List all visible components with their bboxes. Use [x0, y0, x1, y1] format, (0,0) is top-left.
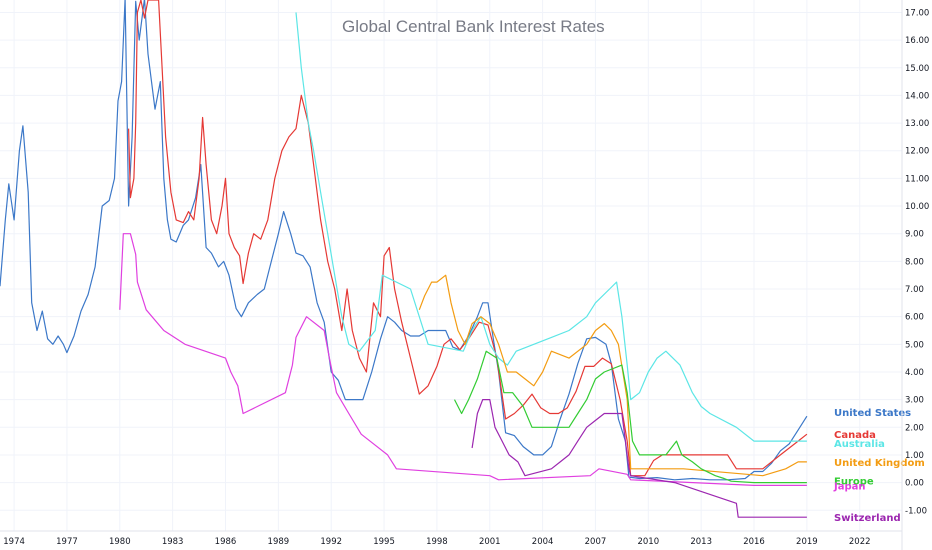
y-tick-label: 11.00	[905, 174, 929, 184]
x-tick-label: 1992	[320, 537, 342, 547]
series-line	[453, 350, 807, 484]
y-tick-label: 8.00	[905, 257, 924, 267]
x-tick-label: 2013	[690, 537, 712, 547]
y-tick-label: 0.00	[905, 479, 924, 489]
y-tick-label: 16.00	[905, 36, 929, 46]
x-tick-label: 2007	[585, 537, 607, 547]
x-tick-label: 2019	[796, 537, 818, 547]
x-tick-label: 2004	[532, 537, 554, 547]
x-tick-label: 1983	[162, 537, 184, 547]
chart-title: Global Central Bank Interest Rates	[342, 17, 605, 36]
series-label: Europe	[834, 477, 874, 488]
series-line	[128, 0, 808, 477]
y-tick-label: 4.00	[905, 368, 924, 378]
y-tick-label: 10.00	[905, 202, 929, 212]
x-tick-label: 2010	[637, 537, 659, 547]
y-tick-label: 13.00	[905, 119, 929, 129]
x-tick-label: 1986	[215, 537, 237, 547]
series-label: Australia	[834, 439, 885, 450]
x-tick-label: 1974	[3, 537, 25, 547]
y-tick-label: 1.00	[905, 451, 924, 461]
y-tick-label: 9.00	[905, 230, 924, 240]
x-tick-label: 1980	[109, 537, 131, 547]
y-tick-label: 14.00	[905, 91, 929, 101]
y-tick-label: 5.00	[905, 340, 924, 350]
x-tick-label: 1977	[56, 537, 78, 547]
x-tick-label: 2016	[743, 537, 765, 547]
y-tick-label: -1.00	[905, 506, 927, 516]
series-label: United States	[834, 408, 911, 419]
y-tick-label: 6.00	[905, 313, 924, 323]
series-line	[0, 0, 808, 481]
y-axis: 17.00 16.00 15.00 14.00 13.00 12.00 11.00 10.00…	[905, 8, 929, 516]
x-tick-label: 1995	[373, 537, 395, 547]
series-label: Japan	[833, 481, 866, 492]
x-axis: 1974 1977 1980 1983 1986 1989 1992 1995 1998 2001…	[3, 537, 870, 547]
y-tick-label: 3.00	[905, 396, 924, 406]
series-line	[295, 12, 807, 442]
x-tick-label: 2001	[479, 537, 501, 547]
series-label: United Kingdom	[834, 458, 925, 469]
series-line	[418, 274, 807, 477]
x-tick-label: 1989	[268, 537, 290, 547]
series-lines	[0, 0, 808, 518]
series-line	[119, 233, 807, 486]
grid	[0, 0, 902, 531]
y-tick-label: 2.00	[905, 423, 924, 433]
y-tick-label: 12.00	[905, 147, 929, 157]
x-tick-label: 1998	[426, 537, 448, 547]
series-label: Canada	[834, 430, 876, 441]
y-tick-label: 15.00	[905, 64, 929, 74]
series-label: Switzerland	[834, 513, 901, 524]
series-line	[471, 399, 807, 518]
y-tick-label: 7.00	[905, 285, 924, 295]
x-tick-label: 2022	[849, 537, 871, 547]
y-tick-label: 17.00	[905, 8, 929, 18]
